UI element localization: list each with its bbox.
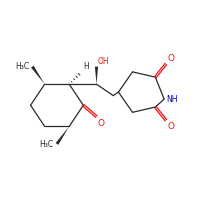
Text: H: H xyxy=(83,62,89,71)
Polygon shape xyxy=(31,66,45,84)
Text: H₃C: H₃C xyxy=(15,62,29,71)
Text: O: O xyxy=(98,119,105,128)
Text: H₃C: H₃C xyxy=(39,140,53,149)
Text: OH: OH xyxy=(98,57,110,66)
Polygon shape xyxy=(56,126,69,145)
Text: O: O xyxy=(167,54,174,63)
Polygon shape xyxy=(95,67,98,84)
Text: NH: NH xyxy=(166,95,177,104)
Text: O: O xyxy=(167,122,174,131)
